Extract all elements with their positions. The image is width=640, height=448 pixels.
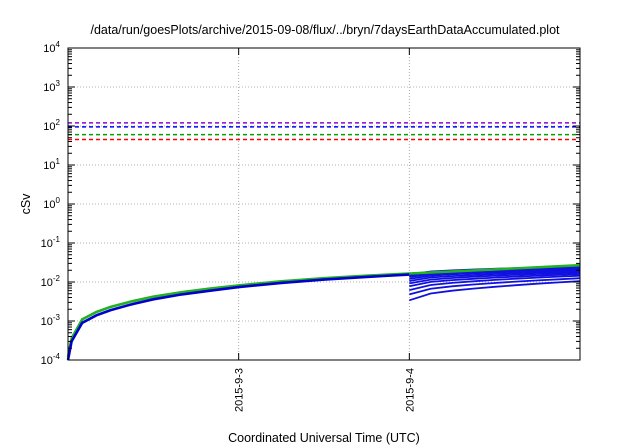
y-tick-label: 100 <box>43 196 60 211</box>
chart-title: /data/run/goesPlots/archive/2015-09-08/f… <box>90 23 560 37</box>
series-line <box>409 277 581 296</box>
y-tick-label: 101 <box>43 157 60 172</box>
series-line <box>66 273 410 361</box>
series-line <box>409 268 581 280</box>
x-axis-label: Coordinated Universal Time (UTC) <box>228 431 420 445</box>
y-tick-label: 10-1 <box>41 235 61 250</box>
y-tick-label: 10-4 <box>41 352 61 367</box>
y-tick-label: 10-3 <box>41 313 61 328</box>
series-line <box>409 267 581 278</box>
tick-marks <box>68 47 580 361</box>
y-tick-label: 104 <box>43 40 60 55</box>
x-tick-labels: 2015-9-3 2015-9-4 <box>234 368 417 412</box>
grid <box>68 48 580 360</box>
y-tick-label: 103 <box>43 79 60 94</box>
x-tick-label: 2015-9-4 <box>404 368 416 412</box>
y-axis-label: cSv <box>19 193 33 215</box>
series-line <box>409 271 581 285</box>
x-tick-label: 2015-9-3 <box>234 368 246 412</box>
series-line <box>409 274 581 291</box>
series-line <box>409 273 581 288</box>
series-group <box>66 263 581 361</box>
y-tick-label: 102 <box>43 118 60 133</box>
series-line <box>409 280 581 302</box>
series-line <box>409 270 581 282</box>
y-tick-labels: 10-4 10-3 10-2 10-1 100 101 102 103 104 <box>41 40 61 367</box>
threshold-lines <box>68 122 580 141</box>
plot-frame <box>67 47 581 361</box>
y-tick-label: 10-2 <box>41 274 61 289</box>
